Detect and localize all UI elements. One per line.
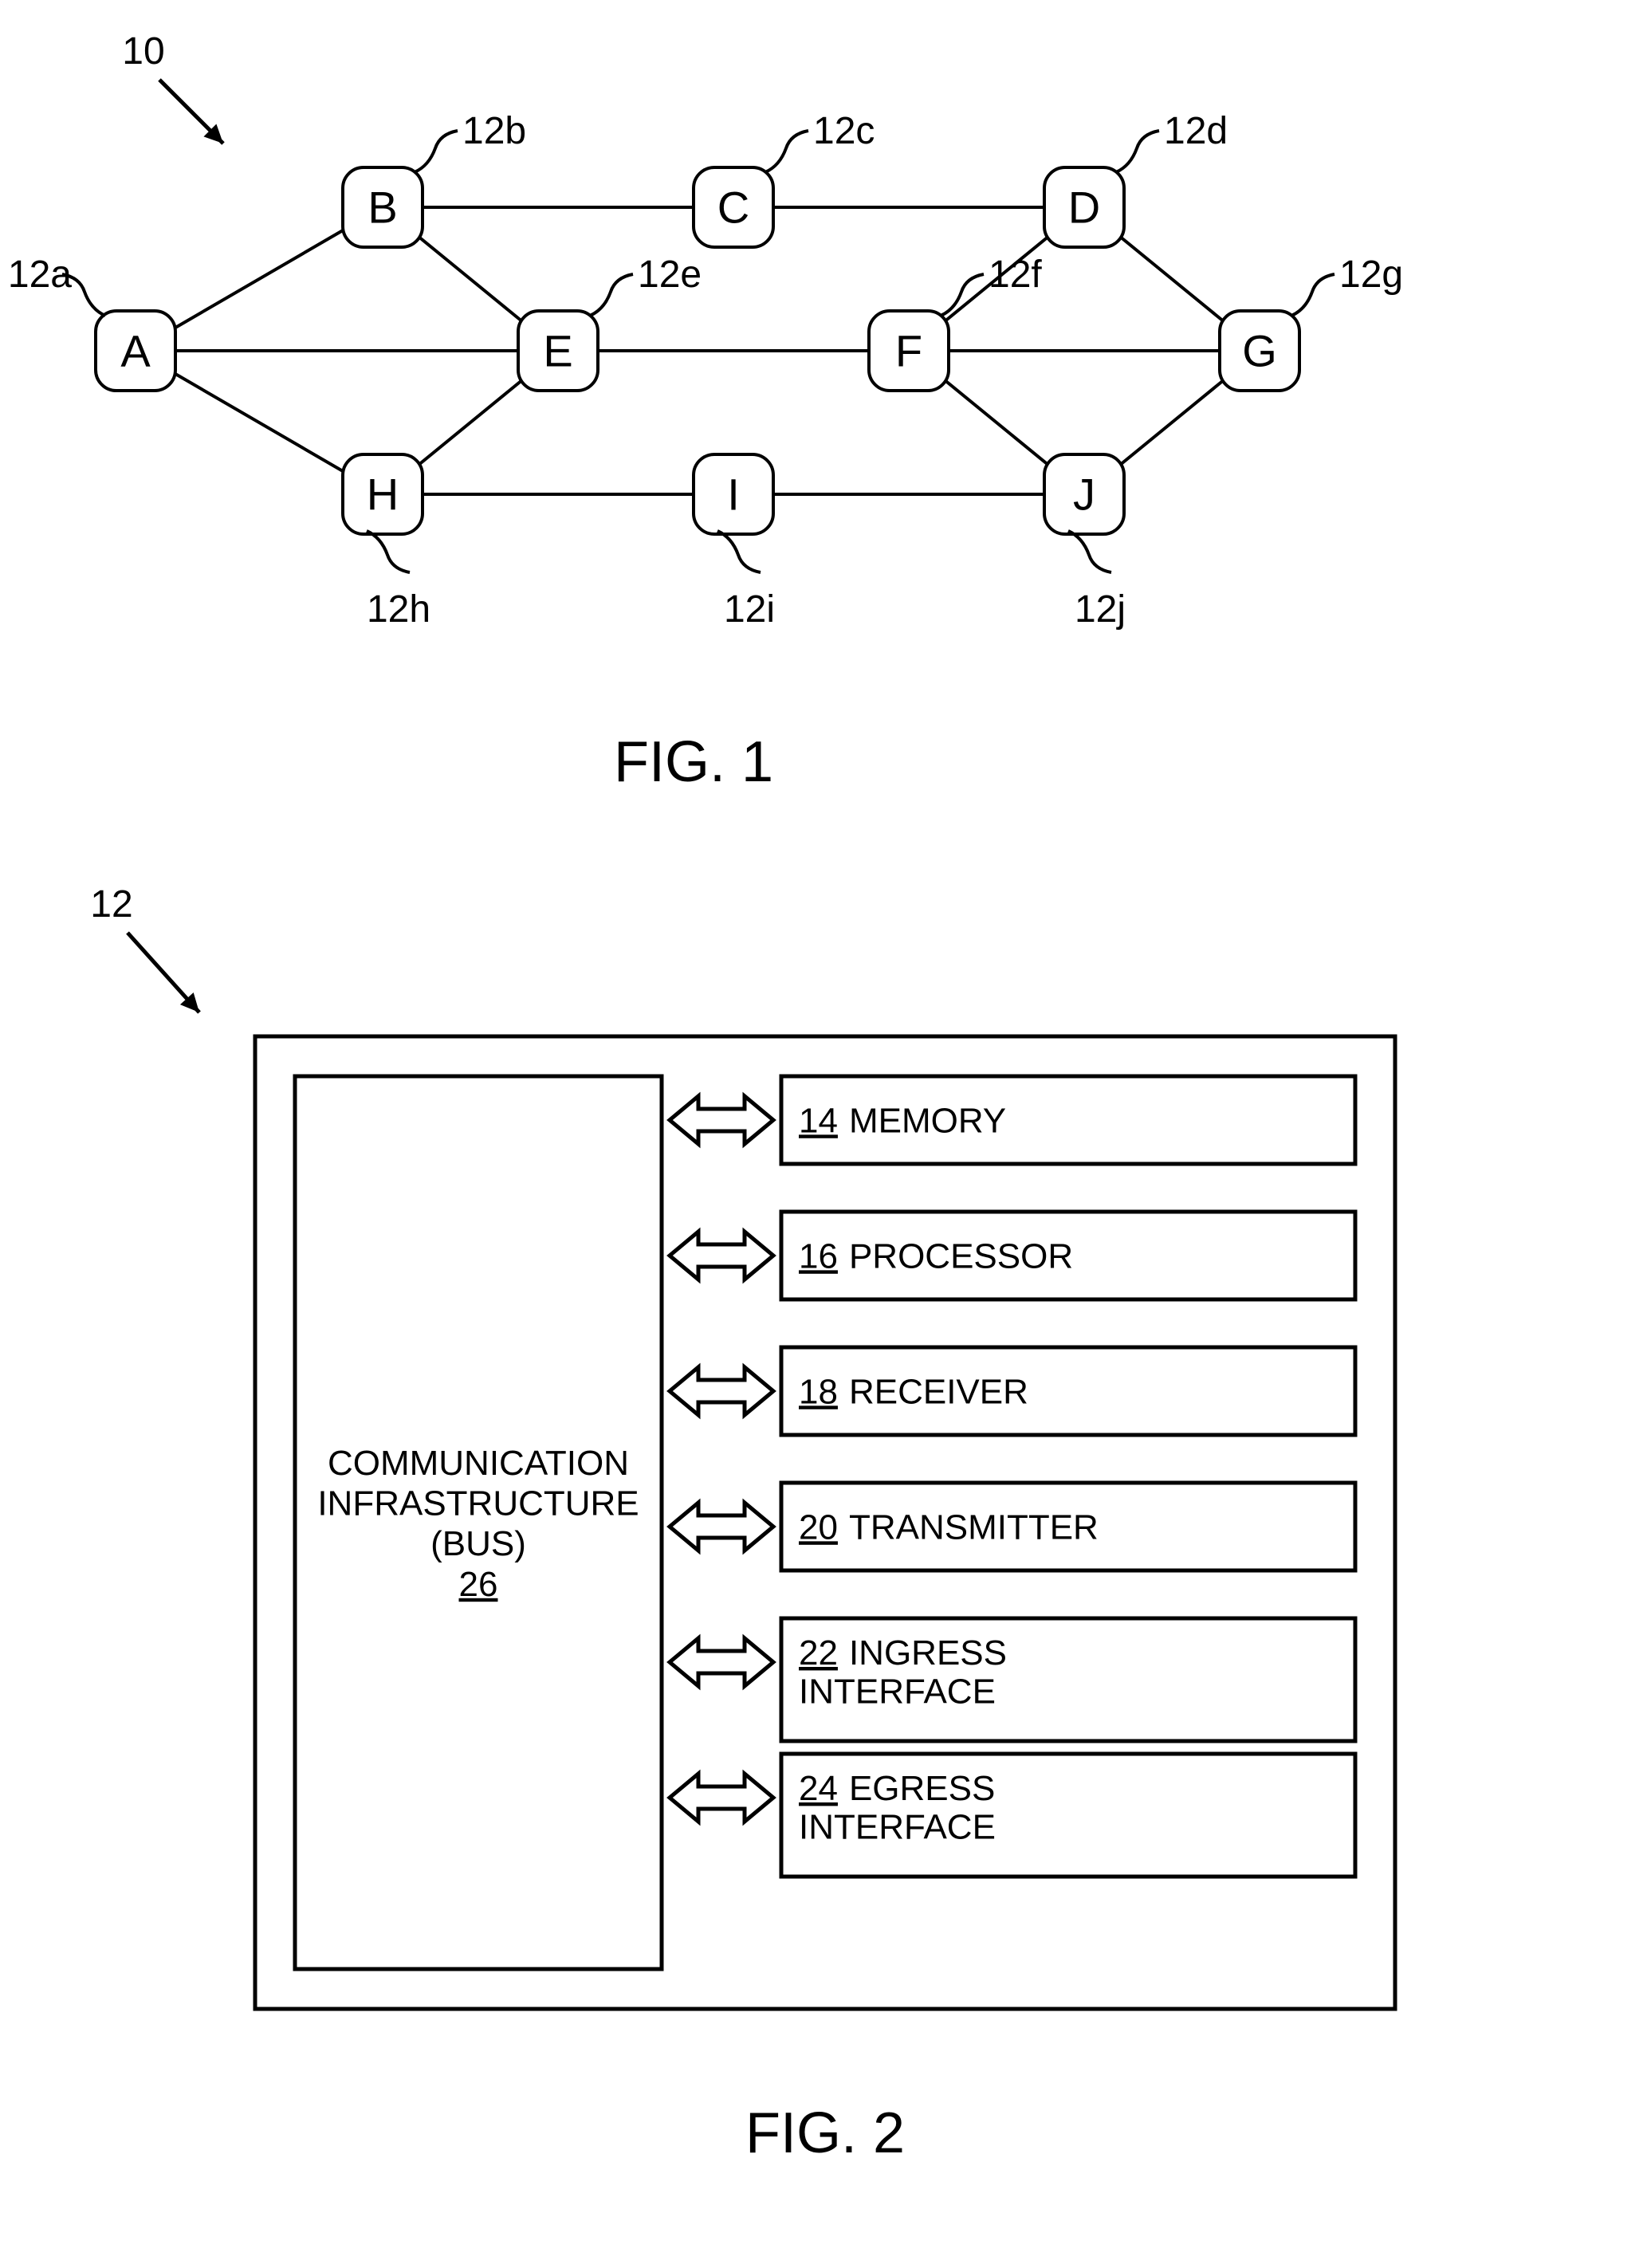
svg-text:G: G [1242,326,1277,376]
svg-text:FIG. 2: FIG. 2 [745,2101,905,2165]
svg-text:INGRESS: INGRESS [849,1633,1007,1673]
svg-text:12i: 12i [724,588,775,631]
svg-text:22: 22 [799,1633,838,1673]
svg-text:14: 14 [799,1101,838,1140]
svg-text:INTERFACE: INTERFACE [799,1807,996,1846]
svg-text:18: 18 [799,1372,838,1411]
svg-text:12e: 12e [638,254,702,296]
svg-text:RECEIVER: RECEIVER [849,1372,1028,1411]
svg-text:COMMUNICATION: COMMUNICATION [328,1444,629,1483]
svg-text:INTERFACE: INTERFACE [799,1672,996,1711]
svg-text:A: A [120,326,151,376]
svg-text:B: B [368,183,397,233]
svg-text:F: F [895,326,922,376]
svg-text:FIG. 1: FIG. 1 [614,730,773,794]
svg-text:12j: 12j [1075,588,1126,631]
svg-text:D: D [1068,183,1100,233]
svg-text:12a: 12a [8,254,72,296]
svg-text:12b: 12b [462,110,526,152]
svg-text:12d: 12d [1164,110,1228,152]
svg-text:E: E [543,326,572,376]
svg-text:C: C [717,183,749,233]
svg-text:12: 12 [90,883,132,926]
svg-text:12h: 12h [367,588,430,631]
svg-text:10: 10 [122,30,164,73]
svg-text:12f: 12f [989,254,1042,296]
svg-text:INFRASTRUCTURE: INFRASTRUCTURE [317,1484,639,1523]
svg-text:TRANSMITTER: TRANSMITTER [849,1507,1099,1547]
svg-text:I: I [727,470,740,520]
svg-text:12g: 12g [1339,254,1403,296]
svg-text:(BUS): (BUS) [430,1524,526,1563]
svg-text:20: 20 [799,1507,838,1547]
svg-text:26: 26 [459,1565,498,1604]
svg-text:EGRESS: EGRESS [849,1769,995,1808]
svg-text:J: J [1073,470,1095,520]
svg-text:12c: 12c [813,110,875,152]
svg-text:PROCESSOR: PROCESSOR [849,1236,1073,1276]
svg-text:MEMORY: MEMORY [849,1101,1006,1140]
svg-text:H: H [367,470,399,520]
svg-text:16: 16 [799,1236,838,1276]
svg-text:24: 24 [799,1769,838,1808]
